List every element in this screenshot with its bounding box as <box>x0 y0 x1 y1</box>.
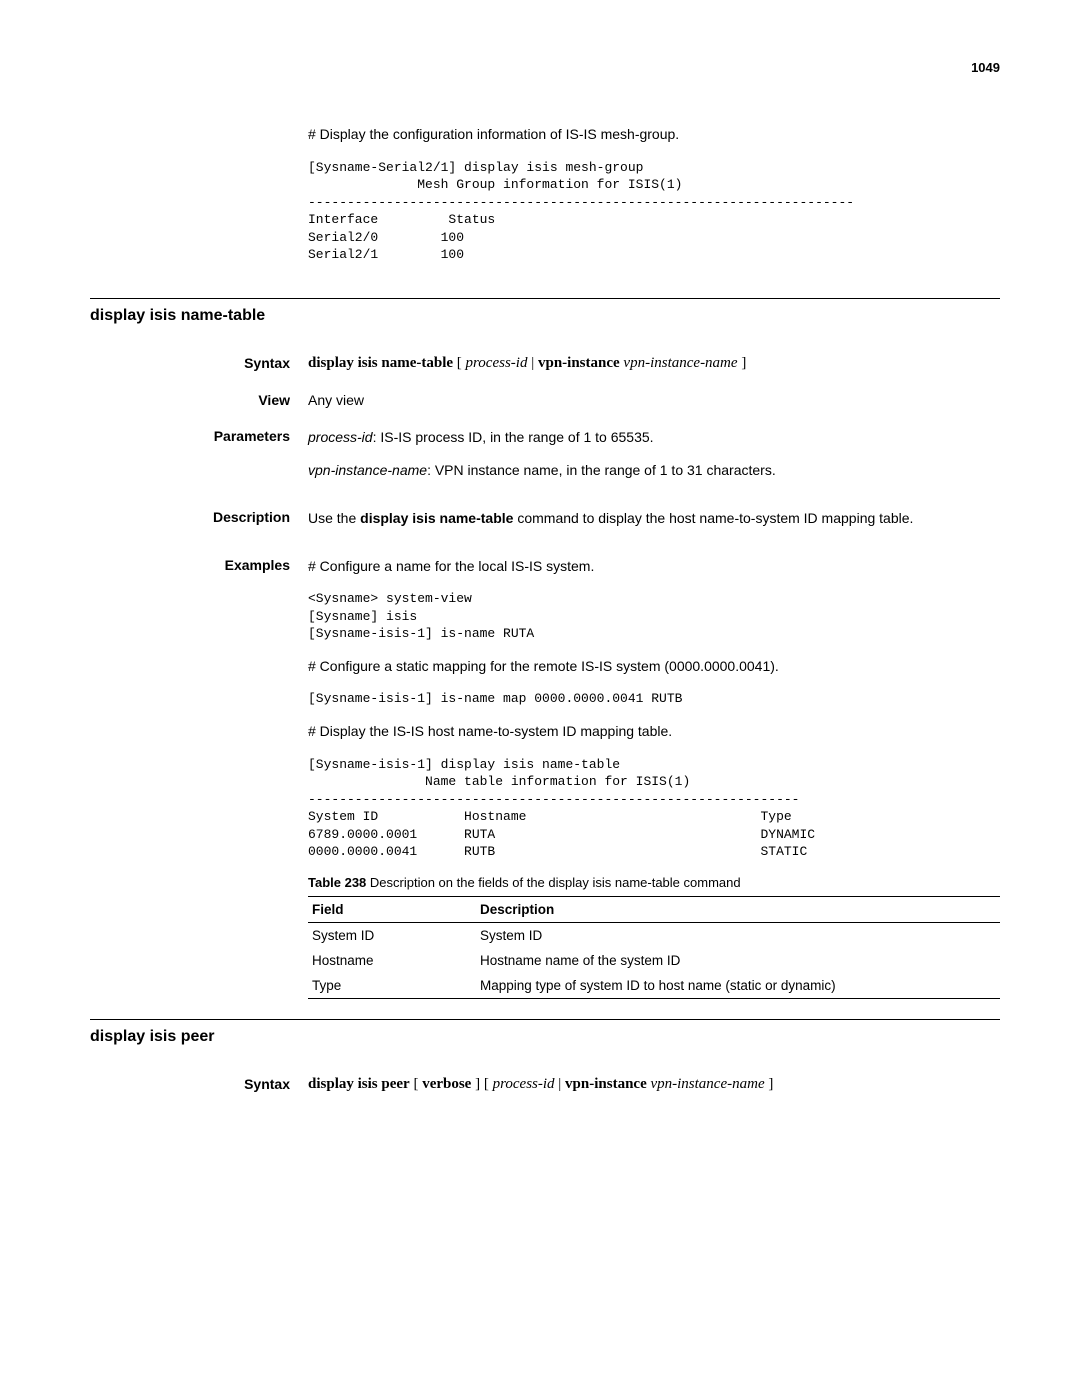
syntax-value: display isis name-table [ process-id | v… <box>308 355 1000 372</box>
desc-bold: display isis name-table <box>360 510 513 526</box>
syntax-c2: ] <box>765 1076 774 1092</box>
syntax-pipe: | <box>527 355 538 371</box>
ex1-text: # Configure a name for the local IS-IS s… <box>308 557 1000 577</box>
table-caption: Table 238 Description on the fields of t… <box>308 875 1000 890</box>
syntax-kw2: vpn-instance <box>565 1076 647 1092</box>
syntax-o1: [ <box>410 1076 423 1092</box>
syntax-cmd: display isis name-table <box>308 355 453 371</box>
table-row: Hostname Hostname name of the system ID <box>308 948 1000 973</box>
ex2-text: # Configure a static mapping for the rem… <box>308 657 1000 677</box>
syntax-open: [ <box>453 355 466 371</box>
section-heading-name-table: display isis name-table <box>90 298 1000 325</box>
section-heading-peer: display isis peer <box>90 1019 1000 1046</box>
examples-label: Examples <box>80 557 308 999</box>
syntax-p2: vpn-instance-name <box>623 355 737 371</box>
spacer <box>80 125 308 278</box>
view-label: View <box>80 392 308 408</box>
table-caption-bold: Table 238 <box>308 875 366 890</box>
syntax-value-peer: display isis peer [ verbose ] [ process-… <box>308 1076 1000 1093</box>
ex3-text: # Display the IS-IS host name-to-system … <box>308 722 1000 742</box>
td-desc: System ID <box>476 922 1000 948</box>
syntax-close: ] <box>738 355 747 371</box>
param2-em: vpn-instance-name <box>308 462 427 478</box>
syntax-cmd: display isis peer <box>308 1076 410 1092</box>
table-caption-rest: Description on the fields of the display… <box>366 875 740 890</box>
desc-pre: Use the <box>308 510 360 526</box>
syntax-kw: vpn-instance <box>538 355 620 371</box>
table-row: System ID System ID <box>308 922 1000 948</box>
desc-post: command to display the host name-to-syst… <box>513 510 913 526</box>
description-value: Use the display isis name-table command … <box>308 509 1000 529</box>
description-label: Description <box>80 509 308 543</box>
ex2-code: [Sysname-isis-1] is-name map 0000.0000.0… <box>308 690 1000 708</box>
table-row: Type Mapping type of system ID to host n… <box>308 973 1000 999</box>
syntax-c1: ] [ <box>471 1076 492 1092</box>
syntax-kw1: verbose <box>422 1076 471 1092</box>
param1-rest: : IS-IS process ID, in the range of 1 to… <box>373 429 654 445</box>
parameters-label: Parameters <box>80 428 308 495</box>
intro-text: # Display the configuration information … <box>308 125 1000 145</box>
th-description: Description <box>476 896 1000 922</box>
syntax-p1: process-id <box>493 1076 555 1092</box>
th-field: Field <box>308 896 476 922</box>
td-field: Hostname <box>308 948 476 973</box>
ex1-code: <Sysname> system-view [Sysname] isis [Sy… <box>308 590 1000 643</box>
syntax-p2: vpn-instance-name <box>650 1076 764 1092</box>
syntax-p1: process-id <box>466 355 528 371</box>
page-number: 1049 <box>80 60 1000 75</box>
td-desc: Hostname name of the system ID <box>476 948 1000 973</box>
ex3-code: [Sysname-isis-1] display isis name-table… <box>308 756 1000 861</box>
syntax-pipe: | <box>555 1076 566 1092</box>
intro-code: [Sysname-Serial2/1] display isis mesh-gr… <box>308 159 1000 264</box>
view-value: Any view <box>308 392 1000 408</box>
desc-table: Field Description System ID System ID Ho… <box>308 896 1000 999</box>
td-field: System ID <box>308 922 476 948</box>
syntax-label: Syntax <box>80 355 308 372</box>
td-field: Type <box>308 973 476 999</box>
param1-em: process-id <box>308 429 373 445</box>
param-process-id: process-id: IS-IS process ID, in the ran… <box>308 428 1000 448</box>
param2-rest: : VPN instance name, in the range of 1 t… <box>427 462 776 478</box>
param-vpn-instance: vpn-instance-name: VPN instance name, in… <box>308 461 1000 481</box>
td-desc: Mapping type of system ID to host name (… <box>476 973 1000 999</box>
syntax-label-peer: Syntax <box>80 1076 308 1093</box>
